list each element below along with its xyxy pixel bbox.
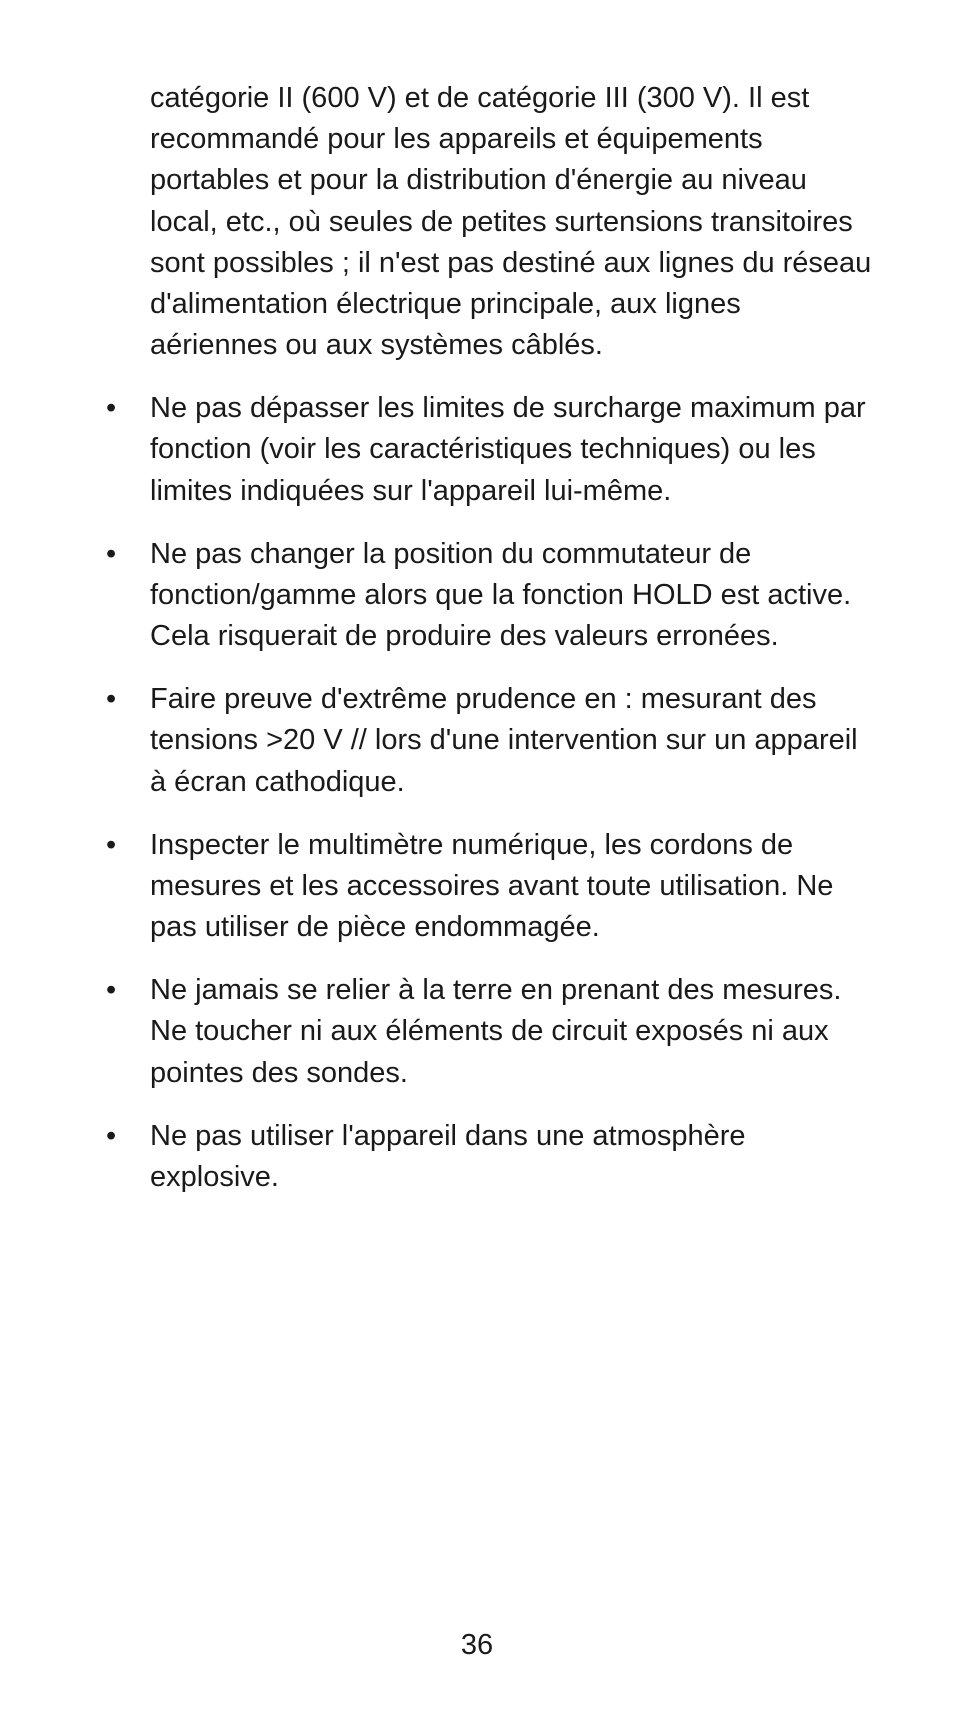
list-item: • Ne jamais se relier à la terre en pren… (78, 970, 876, 1094)
list-item-text: Faire preuve d'extrême prudence en : mes… (150, 683, 858, 797)
list-item: • Ne pas utiliser l'appareil dans une at… (78, 1116, 876, 1198)
list-item: • Ne pas changer la position du commutat… (78, 534, 876, 658)
list-item: • Faire preuve d'extrême prudence en : m… (78, 679, 876, 803)
bullet-icon: • (106, 1116, 116, 1157)
bullet-icon: • (106, 534, 116, 575)
list-item-text: Ne pas changer la position du commutateu… (150, 538, 851, 652)
page-number: 36 (0, 1629, 954, 1662)
bullet-icon: • (106, 970, 116, 1011)
list-item: • Inspecter le multimètre numérique, les… (78, 825, 876, 949)
continuation-paragraph: catégorie II (600 V) et de catégorie III… (150, 78, 876, 366)
list-item-text: Ne jamais se relier à la terre en prenan… (150, 974, 841, 1088)
document-page: catégorie II (600 V) et de catégorie III… (0, 0, 954, 1718)
list-item: • Ne pas dépasser les limites de surchar… (78, 388, 876, 512)
bullet-icon: • (106, 825, 116, 866)
list-item-text: Ne pas dépasser les limites de surcharge… (150, 392, 866, 506)
bullet-icon: • (106, 679, 116, 720)
list-item-text: Inspecter le multimètre numérique, les c… (150, 829, 833, 943)
list-item-text: Ne pas utiliser l'appareil dans une atmo… (150, 1120, 746, 1193)
bullet-list: • Ne pas dépasser les limites de surchar… (78, 388, 876, 1198)
bullet-icon: • (106, 388, 116, 429)
